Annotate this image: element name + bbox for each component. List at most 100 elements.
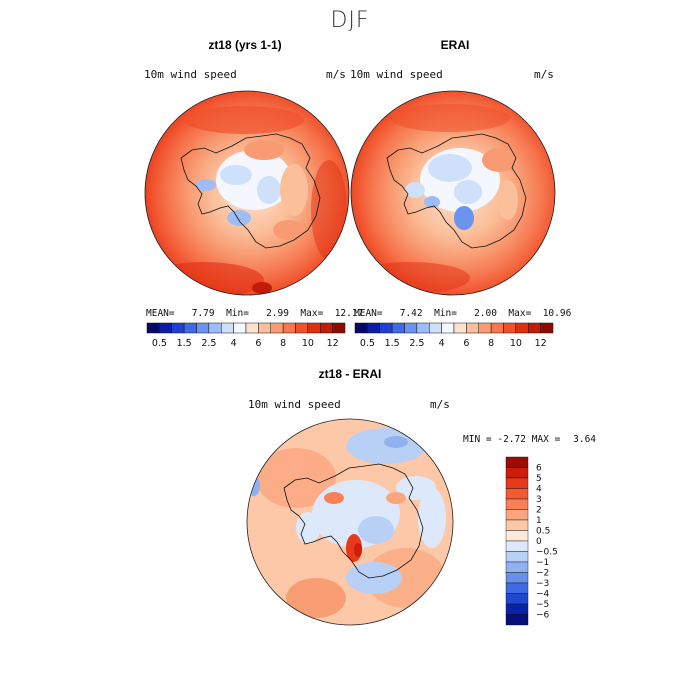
colorbar-swatch — [505, 477, 529, 489]
map-difference-wind-speed — [246, 418, 454, 626]
colorbar-swatch — [505, 540, 529, 552]
colorbar-swatch — [505, 614, 529, 626]
colorbar-swatch — [505, 456, 529, 468]
colorbar-model: 0.5 1.5 2.5 4 6 8 10 12 — [146, 322, 346, 348]
colorbar-swatch — [505, 593, 529, 605]
colorbar-swatch — [505, 572, 529, 584]
colorbar-tick-label: 2.5 — [409, 338, 424, 348]
panel-title-model: zt18 (yrs 1-1) — [208, 38, 282, 52]
colorbar-swatch — [320, 322, 333, 334]
panel-variable-label-erai: 10m wind speed — [350, 68, 443, 81]
colorbar-tick-label: 1 — [536, 516, 542, 526]
colorbar-swatch — [503, 322, 517, 334]
panel-units-label-erai: m/s — [534, 68, 554, 81]
colorbar-swatch — [453, 322, 467, 334]
colorbar-swatch — [171, 322, 185, 334]
colorbar-tick-label: 0.5 — [152, 338, 167, 348]
colorbar-tick-label: 8 — [280, 338, 286, 348]
colorbar-tick-label: 8 — [488, 338, 494, 348]
colorbar-swatch — [505, 509, 529, 521]
colorbar-tick-label: 4 — [536, 485, 542, 495]
colorbar-swatch — [208, 322, 222, 334]
colorbar-swatch — [332, 322, 346, 334]
colorbar-swatch — [466, 322, 479, 334]
colorbar-tick-label: 5 — [536, 474, 542, 484]
stats-line-model: MEAN= 7.79 Min= 2.99 Max= 12.17 — [146, 308, 364, 319]
colorbar-swatch — [258, 322, 271, 334]
colorbar-swatch — [391, 322, 405, 334]
colorbar-tick-label: 10 — [302, 338, 314, 348]
colorbar-swatch — [307, 322, 321, 334]
colorbar-swatch — [404, 322, 418, 334]
colorbar-swatch — [221, 322, 234, 334]
colorbar-swatch — [515, 322, 529, 334]
colorbar-tick-label: 0.5 — [536, 527, 550, 537]
colorbar-swatch — [478, 322, 492, 334]
panel-variable-label-model: 10m wind speed — [144, 68, 237, 81]
colorbar-tick-label: 0.5 — [360, 338, 375, 348]
stats-line-erai: MEAN= 7.42 Min= 2.00 Max= 10.96 — [354, 308, 572, 319]
colorbar-swatch — [270, 322, 284, 334]
colorbar-tick-label: 12 — [327, 338, 339, 348]
colorbar-swatch — [159, 322, 172, 334]
colorbar-tick-label: −1 — [536, 558, 549, 568]
colorbar-swatch — [505, 467, 529, 479]
colorbar-tick-label: −6 — [536, 611, 550, 621]
antarctica-coastline — [283, 463, 424, 579]
colorbar-tick-label: 12 — [535, 338, 547, 348]
antarctica-coastline — [386, 133, 527, 249]
colorbar-swatch — [367, 322, 380, 334]
map-model-wind-speed — [144, 90, 350, 296]
figure-title: DJF — [330, 8, 370, 33]
colorbar-swatch — [505, 488, 529, 500]
colorbar-swatch — [146, 322, 160, 334]
colorbar-tick-label: 10 — [510, 338, 522, 348]
colorbar-swatch — [540, 322, 554, 334]
colorbar-tick-label: 6 — [463, 338, 469, 348]
colorbar-swatch — [233, 322, 247, 334]
colorbar-swatch — [295, 322, 309, 334]
colorbar-tick-label: 2.5 — [201, 338, 216, 348]
colorbar-swatch — [528, 322, 541, 334]
map-erai-wind-speed — [350, 90, 556, 296]
colorbar-swatch — [196, 322, 210, 334]
colorbar-swatch — [505, 519, 529, 531]
colorbar-swatch — [505, 603, 529, 615]
panel-units-label-model: m/s — [326, 68, 346, 81]
colorbar-swatch — [354, 322, 368, 334]
colorbar-swatch — [505, 561, 529, 573]
colorbar-tick-label: 1.5 — [385, 338, 400, 348]
colorbar-swatch — [282, 322, 296, 334]
colorbar-swatch — [441, 322, 455, 334]
colorbar-swatch — [183, 322, 197, 334]
stats-line-difference: MIN = -2.72 MAX = 3.64 — [463, 434, 597, 445]
colorbar-tick-label: 4 — [439, 338, 445, 348]
colorbar-swatch — [490, 322, 504, 334]
colorbar-tick-label: 6 — [536, 464, 542, 474]
colorbar-tick-label: −3 — [536, 579, 549, 589]
colorbar-swatch — [505, 530, 529, 542]
panel-variable-label-difference: 10m wind speed — [248, 398, 341, 411]
colorbar-tick-label: −5 — [536, 600, 549, 610]
colorbar-swatch — [505, 582, 529, 594]
colorbar-swatch — [379, 322, 393, 334]
colorbar-tick-label: −4 — [536, 590, 550, 600]
colorbar-tick-label: 2 — [536, 506, 542, 516]
colorbar-swatch — [245, 322, 259, 334]
colorbar-tick-label: 6 — [255, 338, 261, 348]
panel-title-erai: ERAI — [440, 38, 470, 52]
colorbar-erai: 0.5 1.5 2.5 4 6 8 10 12 — [354, 322, 554, 348]
antarctica-coastline — [180, 133, 321, 249]
colorbar-tick-label: 0 — [536, 537, 542, 547]
panel-units-label-difference: m/s — [430, 398, 450, 411]
colorbar-tick-label: −0.5 — [536, 548, 558, 558]
colorbar-tick-label: −2 — [536, 569, 549, 579]
colorbar-tick-label: 4 — [231, 338, 237, 348]
colorbar-swatch — [429, 322, 442, 334]
colorbar-swatch — [505, 551, 529, 563]
colorbar-tick-label: 1.5 — [177, 338, 192, 348]
panel-title-difference: zt18 - ERAI — [318, 367, 382, 381]
colorbar-swatch — [505, 498, 529, 510]
colorbar-tick-label: 3 — [536, 495, 542, 505]
